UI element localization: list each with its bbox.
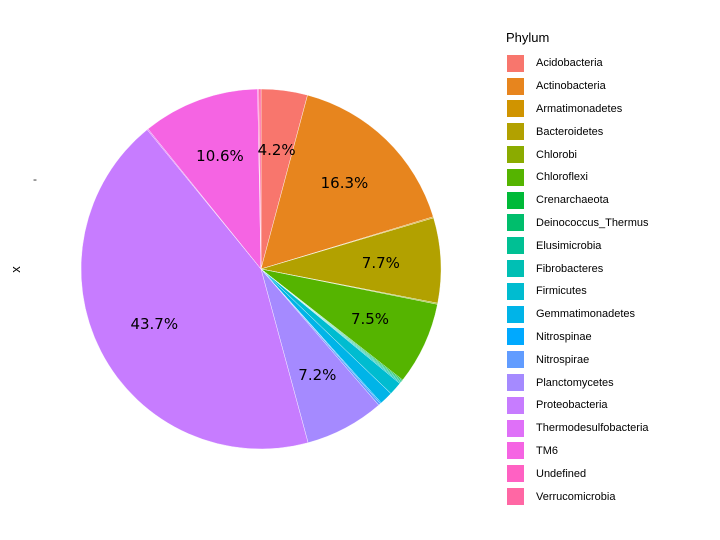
slice-label-proteobacteria: 43.7% (130, 315, 178, 333)
legend-item-elusimicrobia: Elusimicrobia (506, 234, 649, 257)
legend-item-acidobacteria: Acidobacteria (506, 52, 649, 75)
pie-slice-verrucomicrobia (258, 88, 262, 270)
pie-slice-labels: 4.2% 16.3% 7.7% 7.5% 7.2% 43.7% 10.6% (130, 141, 399, 384)
pie-slice-actinobacteria (260, 94, 434, 270)
legend-swatch (506, 213, 525, 233)
legend-item-undefined: Undefined (506, 462, 649, 485)
legend-item-crenarchaeota: Crenarchaeota (506, 189, 649, 212)
legend-swatch (506, 327, 525, 347)
legend-item-firmicutes: Firmicutes (506, 280, 649, 303)
legend-title: Phylum (506, 30, 550, 45)
legend-item-fibrobacteres: Fibrobacteres (506, 257, 649, 280)
legend-label: Chlorobi (536, 148, 577, 161)
legend-item-bacteroidetes: Bacteroidetes (506, 120, 649, 143)
legend-label: Bacteroidetes (536, 125, 604, 138)
legend-item-planctomycetes: Planctomycetes (506, 371, 649, 394)
slice-label-tm6: 10.6% (196, 147, 244, 165)
legend-label: Thermodesulfobacteria (536, 422, 649, 435)
legend-item-gemmatimonadetes: Gemmatimonadetes (506, 303, 649, 326)
legend-swatch (506, 53, 525, 73)
legend-label: Firmicutes (536, 285, 587, 298)
legend-item-tm6: TM6 (506, 440, 649, 463)
legend-label: Verrucomicrobia (536, 490, 616, 503)
legend-label: Crenarchaeota (536, 194, 609, 207)
legend-swatch (506, 304, 525, 324)
legend-swatch (506, 167, 525, 187)
legend-item-proteobacteria: Proteobacteria (506, 394, 649, 417)
legend-swatch (506, 418, 525, 438)
slice-label-actinobacteria: 16.3% (321, 174, 369, 192)
legend-swatch (506, 441, 525, 461)
y-axis-tick-label: - (33, 172, 37, 186)
legend-swatch (506, 487, 525, 507)
slice-label-bacteroidetes: 7.7% (362, 254, 400, 272)
slice-label-planctomycetes: 7.2% (298, 366, 336, 384)
legend-label: Nitrospinae (536, 330, 592, 343)
legend-item-chloroflexi: Chloroflexi (506, 166, 649, 189)
legend-swatch (506, 259, 525, 279)
legend-label: Armatimonadetes (536, 102, 623, 115)
legend-label: Undefined (536, 467, 587, 480)
legend-swatch (506, 122, 525, 142)
legend-swatch (506, 236, 525, 256)
legend-items: Acidobacteria Actinobacteria Armatimonadet… (506, 52, 649, 508)
legend-label: Deinococcus_Thermus (536, 216, 649, 229)
pie-slice-proteobacteria (80, 129, 309, 450)
legend-label: Fibrobacteres (536, 262, 604, 275)
legend-label: Actinobacteria (536, 80, 606, 93)
legend-item-deinococcus-thermus: Deinococcus_Thermus (506, 212, 649, 235)
y-axis-label: x (7, 266, 23, 273)
legend-label: Elusimicrobia (536, 239, 602, 252)
slice-label-acidobacteria: 4.2% (258, 141, 296, 159)
legend-swatch (506, 99, 525, 119)
legend-swatch (506, 395, 525, 415)
legend-label: Chloroflexi (536, 171, 588, 184)
legend-item-armatimonadetes: Armatimonadetes (506, 98, 649, 121)
pie-slice-tm6 (147, 88, 262, 270)
legend-label: Nitrospirae (536, 353, 590, 366)
legend-item-thermodesulfobacteria: Thermodesulfobacteria (506, 417, 649, 440)
legend-label: Proteobacteria (536, 399, 608, 412)
legend-item-nitrospinae: Nitrospinae (506, 326, 649, 349)
legend-label: Planctomycetes (536, 376, 614, 389)
legend-item-verrucomicrobia: Verrucomicrobia (506, 485, 649, 508)
legend-swatch (506, 145, 525, 165)
legend-swatch (506, 190, 525, 210)
legend-swatch (506, 281, 525, 301)
legend-swatch (506, 76, 525, 96)
legend-label: Gemmatimonadetes (536, 308, 636, 321)
pie-slices (80, 88, 442, 450)
legend: Phylum Acidobacteria Actinobacteria Armati… (506, 30, 649, 508)
slice-label-chloroflexi: 7.5% (351, 310, 389, 328)
legend-item-nitrospirae: Nitrospirae (506, 348, 649, 371)
legend-swatch (506, 464, 525, 484)
legend-swatch (506, 350, 525, 370)
legend-swatch (506, 373, 525, 393)
legend-item-chlorobi: Chlorobi (506, 143, 649, 166)
legend-label: Acidobacteria (536, 57, 603, 70)
legend-label: TM6 (536, 444, 558, 457)
legend-item-actinobacteria: Actinobacteria (506, 75, 649, 98)
